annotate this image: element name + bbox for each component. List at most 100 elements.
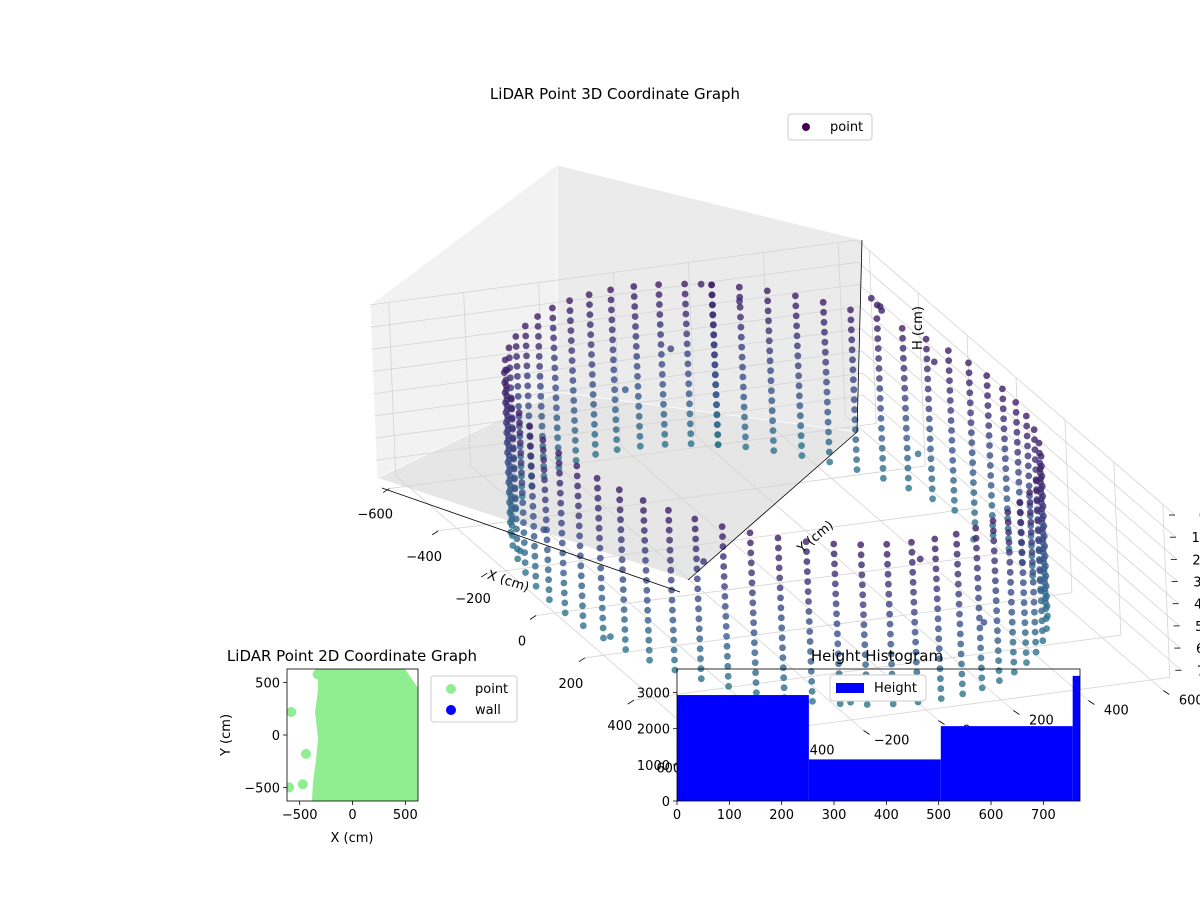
data-point-3d — [530, 532, 538, 540]
data-point-3d — [1034, 517, 1042, 525]
data-point-3d — [1031, 628, 1039, 636]
data-point-3d — [831, 570, 839, 578]
data-point-3d — [1020, 599, 1028, 607]
data-point-3d — [904, 464, 912, 472]
data-point-3d — [834, 650, 842, 658]
data-point-3d — [1007, 578, 1014, 586]
grid-line-h — [369, 239, 1176, 516]
data-point-3d — [859, 591, 867, 599]
data-point-3d — [571, 427, 579, 434]
data-point-3d — [1013, 428, 1021, 436]
data-point-3d — [886, 620, 894, 628]
data-point-3d — [523, 372, 531, 380]
data-point-3d — [666, 536, 673, 544]
data-point-3d — [569, 387, 577, 394]
legend-hist: Height — [829, 674, 927, 702]
data-point-3d — [573, 472, 581, 480]
data-point-3d — [993, 607, 1000, 615]
data-point-3d — [955, 600, 963, 608]
data-point-3d — [609, 336, 616, 344]
data-point-3d — [792, 292, 799, 300]
data-point-3d — [709, 311, 717, 319]
data-point-3d — [685, 380, 693, 388]
data-point-3d — [751, 639, 758, 647]
grid-line-h — [375, 372, 1181, 649]
x-tick-label-hist: 400 — [874, 808, 899, 823]
data-point-3d — [764, 297, 772, 305]
data-point-3d — [902, 404, 909, 412]
data-point-3d — [994, 627, 1001, 635]
data-point-3d — [831, 560, 838, 568]
data-point-3d — [684, 360, 692, 368]
data-point-3d — [513, 363, 521, 370]
data-point-3d — [682, 320, 690, 328]
data-point-3d — [644, 606, 651, 614]
data-point-3d — [957, 650, 965, 658]
data-point-3d — [983, 382, 991, 389]
data-point-3d — [741, 423, 749, 431]
data-point-3d — [747, 539, 754, 547]
data-point-3d — [925, 405, 933, 413]
data-point-3d — [656, 301, 663, 308]
data-point-3d — [642, 567, 650, 574]
y-axis-line — [687, 431, 858, 581]
data-point-3d — [884, 570, 892, 578]
data-point-3d — [596, 534, 603, 542]
data-point-3d — [686, 400, 693, 408]
data-point-3d — [805, 608, 813, 615]
data-point-3d — [621, 636, 629, 643]
data-point-3d — [1008, 618, 1016, 626]
data-point-3d — [711, 361, 719, 369]
data-point-3d — [992, 577, 999, 585]
data-point-3d — [1025, 472, 1033, 480]
data-point-3d — [1021, 609, 1028, 617]
data-point-3d — [1022, 412, 1030, 420]
data-point-3d — [514, 373, 521, 380]
data-point-3d — [512, 343, 520, 350]
data-point-3d — [974, 574, 982, 582]
data-point-3d — [739, 373, 747, 381]
data-point-3d — [748, 569, 755, 577]
data-point-3d — [946, 377, 953, 384]
z-axis-label-3d: H (cm) — [911, 306, 926, 350]
data-point-3d — [770, 437, 777, 444]
data-point-3d — [1021, 619, 1029, 627]
data-point-3d — [808, 678, 816, 685]
data-point-3d — [573, 462, 581, 470]
data-point-3d — [617, 516, 624, 524]
data-point-3d — [887, 650, 895, 658]
data-point-3d — [521, 549, 529, 556]
data-point-2d — [287, 706, 297, 717]
data-point-3d — [509, 445, 517, 453]
data-point-3d — [953, 550, 961, 558]
data-point-3d — [954, 560, 961, 568]
data-point-3d — [821, 328, 828, 336]
data-point-3d — [684, 370, 692, 378]
data-point-3d — [574, 482, 581, 490]
data-point-3d — [1020, 589, 1028, 597]
data-point-3d — [714, 431, 722, 438]
data-point-3d — [1037, 597, 1045, 605]
data-point-3d — [823, 398, 831, 406]
data-point-3d — [537, 382, 544, 390]
data-point-3d — [867, 294, 875, 302]
data-point-3d — [1009, 638, 1017, 646]
legend-hist-frame — [829, 674, 927, 702]
data-point-3d — [1008, 598, 1015, 606]
chart-2d: LiDAR Point 2D Coordinate Graph −500 0 500… — [219, 647, 518, 846]
data-point-3d — [768, 387, 775, 395]
data-point-3d — [911, 618, 919, 626]
data-point-3d — [1032, 648, 1040, 656]
data-point-3d — [947, 417, 955, 424]
data-point-3d — [517, 449, 525, 457]
x-tick-label-3d: 0 — [518, 635, 526, 650]
data-point-3d — [609, 346, 617, 354]
data-point-3d — [967, 419, 975, 427]
data-point-3d — [978, 674, 986, 682]
data-point-3d — [610, 356, 617, 364]
data-point-3d — [888, 660, 895, 668]
data-point-3d — [877, 415, 885, 422]
x-axis-line — [381, 487, 681, 593]
data-point-3d — [1017, 509, 1024, 517]
